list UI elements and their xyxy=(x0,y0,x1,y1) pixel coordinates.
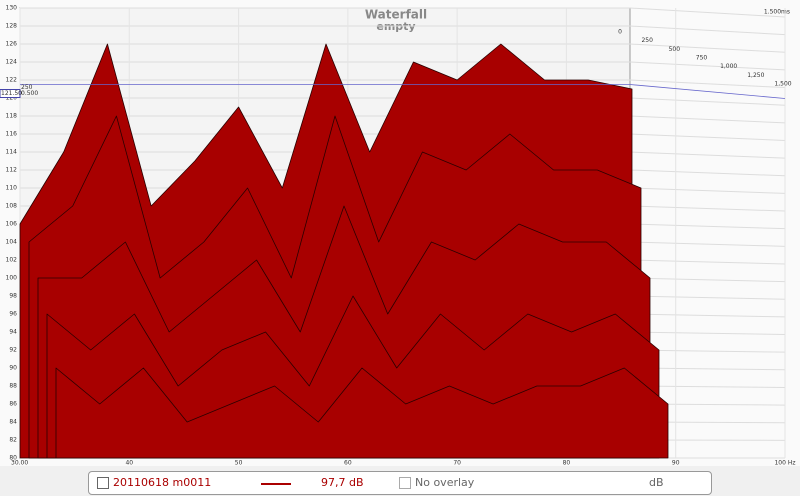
y-tick-label: 92 xyxy=(9,347,17,354)
z-tick-label: 500 xyxy=(669,46,681,53)
measurement-name[interactable]: 20110618 m0011 xyxy=(113,476,212,489)
grid-line-depth xyxy=(629,313,786,318)
y-tick-label: 102 xyxy=(6,257,18,264)
x-tick-label: 70 xyxy=(453,460,461,467)
y-tick-label: 80 xyxy=(9,455,17,462)
grid-line-depth xyxy=(629,7,786,18)
x-tick-label: 40 xyxy=(125,460,133,467)
x-tick-label: 100 Hz xyxy=(774,460,795,467)
grid-line-depth xyxy=(629,259,786,265)
grid-line-depth xyxy=(629,25,786,36)
grid-line-depth xyxy=(629,133,786,141)
x-tick-label: 60 xyxy=(344,460,352,467)
grid-line-depth xyxy=(629,187,786,194)
chart-title: Waterfall xyxy=(365,8,427,22)
unit-label: dB xyxy=(649,476,664,489)
y-tick-label: 118 xyxy=(6,113,18,120)
z-tick-label: 1,250 xyxy=(747,72,764,79)
y-tick-label: 114 xyxy=(6,149,18,156)
y-tick-label: 84 xyxy=(9,419,17,426)
grid-line-depth xyxy=(629,331,786,336)
legend-line xyxy=(261,483,291,485)
y-tick-label: 106 xyxy=(6,221,18,228)
grid-line-depth xyxy=(629,97,786,106)
cursor-box xyxy=(0,89,21,98)
y-tick-label: 98 xyxy=(9,293,17,300)
z-tick-label: 750 xyxy=(696,55,708,62)
cursor-left-z-label: 250 xyxy=(21,84,33,91)
z-tick-label: 1,000 xyxy=(720,63,737,70)
grid-line-depth xyxy=(629,151,786,159)
z-end-label: 1.500ms xyxy=(764,9,790,16)
grid-line-depth xyxy=(629,205,786,212)
overlay-label[interactable]: No overlay xyxy=(415,476,475,489)
x-tick-label: 80 xyxy=(563,460,571,467)
z-tick-label: 0 xyxy=(618,29,622,36)
x-tick-label: 90 xyxy=(672,460,680,467)
overlay-checkbox[interactable] xyxy=(399,477,411,489)
grid-line-depth xyxy=(629,223,786,230)
z-tick-label: 250 xyxy=(641,37,653,44)
y-tick-label: 82 xyxy=(9,437,17,444)
footer-bar: 20110618 m0011 97,7 dB No overlay dB xyxy=(88,471,712,495)
plot-layer: 80 82 84 86 88 90 92 94 96 98 100 102 104 106 108 110 11… xyxy=(0,5,796,467)
y-tick-label: 130 xyxy=(6,5,18,12)
measurement-checkbox[interactable] xyxy=(97,477,109,489)
cursor-y-label: 121.50 xyxy=(1,90,22,97)
grid-line-depth xyxy=(629,169,786,177)
chart: Waterfall empty 1.500ms 8082848688909294… xyxy=(0,4,796,467)
grid-line-depth xyxy=(629,79,786,89)
x-tick-label: 50 xyxy=(235,460,243,467)
y-tick-label: 96 xyxy=(9,311,17,318)
level-readout: 97,7 dB xyxy=(321,476,364,489)
grid-line-depth xyxy=(629,61,786,71)
grid-line-depth xyxy=(629,295,786,300)
y-tick-label: 126 xyxy=(6,41,18,48)
grid-line-depth xyxy=(629,277,786,283)
cursor-depth xyxy=(629,84,786,99)
y-tick-label: 86 xyxy=(9,401,17,408)
x-tick-label: 30.00 xyxy=(11,460,28,467)
grid-line-depth xyxy=(629,43,786,53)
z-tick-label: 1,500 xyxy=(774,81,791,88)
y-tick-label: 88 xyxy=(9,383,17,390)
y-tick-label: 90 xyxy=(9,365,17,372)
y-tick-label: 100 xyxy=(6,275,18,282)
grid-line-depth xyxy=(629,115,786,124)
y-tick-label: 128 xyxy=(6,23,18,30)
y-tick-label: 94 xyxy=(9,329,17,336)
y-tick-label: 124 xyxy=(6,59,18,66)
waterfall-slice xyxy=(55,367,669,459)
y-tick-label: 112 xyxy=(6,167,18,174)
grid-line-depth xyxy=(629,241,786,247)
y-tick-label: 122 xyxy=(6,77,18,84)
y-tick-label: 104 xyxy=(6,239,18,246)
cursor-z-label: 0.500 xyxy=(21,90,38,97)
y-tick-label: 116 xyxy=(6,131,18,138)
y-tick-label: 108 xyxy=(6,203,18,210)
y-tick-label: 110 xyxy=(6,185,18,192)
